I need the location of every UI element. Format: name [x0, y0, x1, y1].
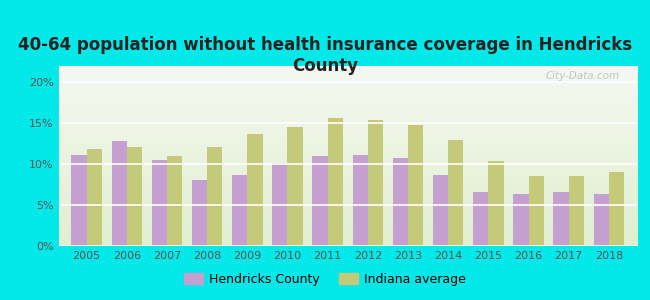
Bar [328, 118, 343, 246]
Text: City-Data.com: City-Data.com [545, 71, 619, 81]
Bar [448, 140, 463, 246]
Bar [247, 134, 263, 246]
Bar [609, 172, 624, 246]
Bar [272, 163, 287, 246]
Bar [86, 148, 102, 246]
Bar [207, 147, 222, 246]
Bar [232, 175, 247, 246]
Bar [167, 156, 182, 246]
Bar [473, 192, 488, 246]
Bar [593, 194, 609, 246]
Bar [488, 161, 504, 246]
Bar [192, 180, 207, 246]
Bar [127, 147, 142, 246]
Bar [151, 160, 167, 246]
Bar [528, 176, 544, 246]
Bar [313, 156, 328, 246]
Bar [287, 128, 303, 246]
Bar [569, 176, 584, 246]
Bar [393, 158, 408, 246]
Bar [553, 192, 569, 246]
Legend: Hendricks County, Indiana average: Hendricks County, Indiana average [179, 268, 471, 291]
Text: 40-64 population without health insurance coverage in Hendricks
County: 40-64 population without health insuranc… [18, 36, 632, 75]
Bar [368, 120, 383, 246]
Bar [72, 155, 86, 246]
Bar [433, 175, 448, 246]
Bar [112, 141, 127, 246]
Bar [352, 155, 368, 246]
Bar [408, 125, 423, 246]
Bar [514, 194, 528, 246]
